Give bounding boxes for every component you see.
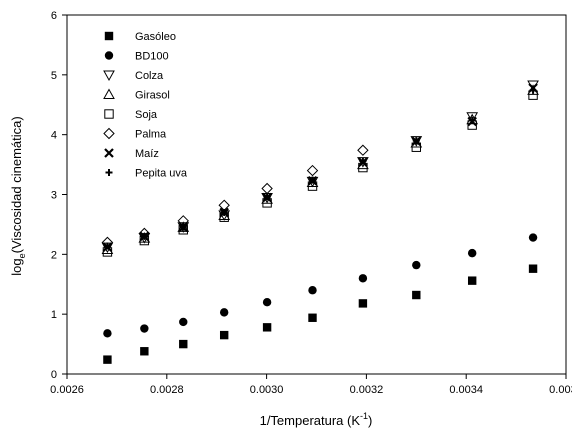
y-tick-label: 4 bbox=[51, 130, 57, 142]
data-points bbox=[101, 80, 539, 364]
y-tick-label: 5 bbox=[51, 70, 57, 82]
legend-label: BD100 bbox=[135, 51, 169, 63]
data-point bbox=[140, 232, 148, 240]
y-tick-label: 1 bbox=[51, 309, 57, 321]
data-point bbox=[412, 137, 420, 145]
x-tick-label: 0.0032 bbox=[350, 384, 384, 396]
data-point bbox=[529, 86, 537, 94]
series bbox=[103, 264, 538, 364]
x-tick-label: 0.0028 bbox=[150, 384, 184, 396]
legend-marker bbox=[103, 88, 115, 99]
legend-label: Soja bbox=[135, 109, 158, 121]
legend-label: Girasol bbox=[135, 90, 170, 102]
legend-marker bbox=[103, 70, 115, 82]
data-point bbox=[103, 329, 112, 338]
data-point bbox=[358, 299, 368, 308]
series bbox=[101, 144, 369, 249]
legend-marker bbox=[103, 127, 115, 140]
y-tick-label: 2 bbox=[51, 249, 57, 261]
data-point bbox=[357, 144, 369, 156]
data-point bbox=[467, 248, 477, 258]
data-point bbox=[412, 260, 421, 270]
data-point bbox=[103, 355, 112, 364]
legend-marker bbox=[104, 51, 114, 60]
data-point bbox=[528, 264, 538, 273]
y-tick-label: 0 bbox=[51, 369, 57, 381]
data-point bbox=[262, 323, 272, 332]
series bbox=[103, 233, 538, 338]
data-point bbox=[261, 182, 273, 195]
x-tick-label: 0.0034 bbox=[449, 384, 483, 396]
y-axis-title: loge(Viscosidad cinemática) bbox=[9, 116, 27, 275]
data-point bbox=[219, 330, 229, 340]
x-tick-label: 0.0030 bbox=[250, 384, 284, 396]
data-point bbox=[309, 176, 317, 184]
legend-marker bbox=[104, 148, 114, 158]
data-point bbox=[220, 208, 228, 216]
legend-marker bbox=[105, 169, 113, 176]
legend-label: Maíz bbox=[135, 148, 159, 160]
data-point bbox=[219, 308, 229, 317]
data-point bbox=[179, 223, 187, 231]
x-axis-ticks: 0.0026 0.0028 0.0030 0.0032 0.0034 0.0036 bbox=[50, 374, 572, 396]
legend-label: Colza bbox=[135, 70, 164, 82]
data-point bbox=[359, 157, 367, 165]
data-point bbox=[358, 274, 368, 283]
data-point bbox=[528, 233, 538, 242]
data-point bbox=[466, 112, 479, 123]
legend-marker bbox=[104, 109, 114, 119]
data-point bbox=[262, 298, 272, 307]
data-point bbox=[308, 286, 317, 295]
data-point bbox=[412, 290, 421, 300]
data-point bbox=[467, 276, 477, 285]
data-point bbox=[263, 193, 271, 201]
x-axis-title: 1/Temperatura (K-1) bbox=[260, 411, 373, 428]
legend-marker bbox=[104, 31, 114, 41]
data-point bbox=[140, 347, 149, 356]
y-tick-label: 6 bbox=[51, 10, 57, 22]
y-axis-ticks: 0 1 2 3 4 5 6 bbox=[51, 10, 67, 381]
data-point bbox=[306, 164, 319, 177]
y-tick-label: 3 bbox=[51, 190, 57, 202]
legend-label: Gasóleo bbox=[135, 31, 176, 43]
data-point bbox=[468, 116, 476, 124]
legend-label: Palma bbox=[135, 129, 167, 141]
data-point bbox=[140, 324, 149, 333]
data-point bbox=[103, 242, 111, 250]
x-tick-label: 0.0036 bbox=[549, 384, 572, 396]
x-tick-label: 0.0026 bbox=[50, 384, 84, 396]
series bbox=[103, 86, 537, 250]
legend-label: Pepita uva bbox=[135, 168, 188, 180]
data-point bbox=[308, 313, 317, 322]
legend: Gasóleo BD100 Colza Girasol Soja Palma Maíz Pep… bbox=[103, 31, 188, 180]
data-point bbox=[179, 317, 188, 327]
data-point bbox=[179, 339, 188, 349]
